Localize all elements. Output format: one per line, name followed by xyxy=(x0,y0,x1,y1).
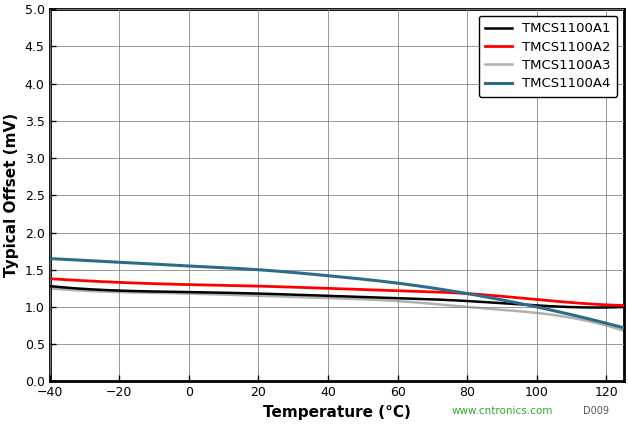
TMCS1100A4 xyxy=(387,280,395,285)
TMCS1100A1 xyxy=(386,295,393,300)
TMCS1100A3 xyxy=(46,286,53,291)
TMCS1100A2 xyxy=(46,276,53,281)
Line: TMCS1100A3: TMCS1100A3 xyxy=(50,288,624,331)
TMCS1100A3 xyxy=(566,315,574,320)
TMCS1100A4 xyxy=(398,281,405,286)
Text: D009: D009 xyxy=(583,405,609,416)
TMCS1100A2 xyxy=(387,288,395,293)
Legend: TMCS1100A1, TMCS1100A2, TMCS1100A3, TMCS1100A4: TMCS1100A1, TMCS1100A2, TMCS1100A3, TMCS… xyxy=(479,16,617,97)
TMCS1100A2 xyxy=(530,297,538,302)
Line: TMCS1100A4: TMCS1100A4 xyxy=(50,259,624,328)
TMCS1100A1 xyxy=(387,295,395,300)
TMCS1100A3 xyxy=(387,298,395,303)
TMCS1100A2 xyxy=(48,276,55,282)
TMCS1100A1 xyxy=(593,305,601,310)
TMCS1100A4 xyxy=(386,279,393,285)
TMCS1100A1 xyxy=(48,284,55,289)
TMCS1100A1 xyxy=(620,304,627,310)
TMCS1100A4 xyxy=(620,325,627,330)
TMCS1100A1 xyxy=(46,284,53,289)
TMCS1100A1 xyxy=(398,296,405,301)
TMCS1100A2 xyxy=(398,288,405,293)
TMCS1100A3 xyxy=(386,298,393,303)
Line: TMCS1100A2: TMCS1100A2 xyxy=(50,279,624,305)
TMCS1100A1 xyxy=(530,303,538,308)
TMCS1100A1 xyxy=(566,304,574,310)
TMCS1100A3 xyxy=(398,298,405,304)
Line: TMCS1100A1: TMCS1100A1 xyxy=(50,286,624,307)
TMCS1100A4 xyxy=(46,256,53,261)
TMCS1100A3 xyxy=(530,310,538,315)
TMCS1100A2 xyxy=(386,288,393,293)
TMCS1100A2 xyxy=(620,303,627,308)
TMCS1100A3 xyxy=(620,328,627,333)
Y-axis label: Typical Offset (mV): Typical Offset (mV) xyxy=(4,113,19,277)
TMCS1100A3 xyxy=(48,286,55,291)
TMCS1100A2 xyxy=(566,300,574,305)
TMCS1100A4 xyxy=(566,312,574,317)
TMCS1100A4 xyxy=(530,304,538,309)
TMCS1100A4 xyxy=(48,256,55,261)
Text: www.cntronics.com: www.cntronics.com xyxy=(452,405,553,416)
X-axis label: Temperature (°C): Temperature (°C) xyxy=(263,405,411,420)
